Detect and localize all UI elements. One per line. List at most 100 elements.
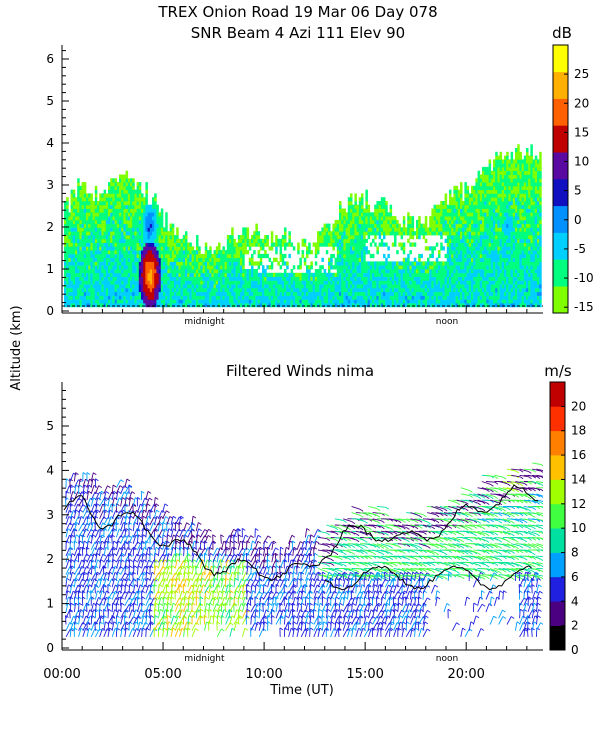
snr-cell — [504, 269, 507, 274]
snr-cell — [90, 253, 93, 259]
snr-cell — [94, 284, 98, 289]
snr-cell — [92, 246, 96, 251]
snr-cell — [475, 185, 478, 190]
snr-cell — [127, 269, 131, 274]
snr-cell — [468, 193, 472, 198]
snr-cell — [345, 303, 349, 308]
snr-cell — [248, 276, 252, 281]
snr-cell — [149, 299, 153, 304]
snr-cell — [446, 246, 450, 251]
snr-cell — [218, 242, 221, 247]
snr-cell — [440, 276, 443, 281]
snr-cell — [512, 208, 516, 213]
snr-cell — [504, 295, 507, 300]
snr-cell — [110, 272, 113, 277]
snr-cell — [341, 265, 344, 270]
snr-cell — [482, 269, 485, 274]
snr-cell — [86, 201, 89, 206]
snr-cell — [325, 235, 329, 240]
snr-cell — [490, 242, 494, 247]
snr-cell — [134, 265, 137, 270]
snr-cell — [152, 238, 155, 243]
snr-cell — [68, 227, 71, 232]
snr-cell — [433, 272, 437, 277]
snr-cell — [380, 269, 384, 274]
snr-cell — [273, 242, 276, 247]
snr-cell — [460, 201, 463, 206]
snr-cell — [119, 182, 122, 187]
snr-cell — [495, 151, 498, 156]
snr-cell — [277, 280, 280, 285]
snr-cell — [268, 303, 272, 308]
snr-cell — [119, 208, 122, 213]
snr-cell — [493, 170, 496, 175]
snr-cell — [97, 201, 100, 206]
snr-cell — [365, 295, 368, 300]
snr-cell — [501, 219, 505, 225]
snr-cell — [189, 276, 192, 281]
snr-cell — [510, 219, 514, 225]
snr-cell — [517, 170, 520, 175]
snr-cell — [253, 272, 256, 277]
snr-cell — [506, 287, 509, 293]
snr-cell — [165, 246, 168, 251]
snr-cell — [440, 201, 443, 206]
snr-cell — [94, 242, 98, 247]
snr-cell — [343, 227, 346, 232]
snr-cell — [121, 178, 124, 183]
snr-cell — [473, 272, 476, 277]
snr-cell — [218, 269, 221, 274]
snr-cell — [233, 287, 236, 293]
snr-cell — [306, 284, 309, 289]
snr-cell — [174, 253, 177, 259]
snr-cell — [209, 253, 212, 259]
snr-cell — [378, 272, 382, 277]
snr-cell — [387, 216, 390, 221]
snr-cell — [389, 204, 393, 209]
snr-cell — [515, 246, 518, 251]
snr-cell — [240, 242, 243, 247]
snr-cell — [479, 178, 483, 183]
snr-cell — [209, 250, 212, 255]
snr-cell — [160, 216, 164, 221]
snr-cell — [405, 257, 408, 262]
snr-cell — [119, 201, 122, 206]
snr-cell — [88, 193, 91, 198]
snr-cell — [275, 235, 278, 240]
snr-cell — [334, 295, 338, 300]
snr-cell — [352, 219, 355, 225]
snr-cell — [167, 231, 170, 236]
snr-cell — [488, 201, 492, 206]
snr-cell — [358, 246, 362, 251]
snr-cell — [251, 291, 254, 296]
snr-cell — [75, 216, 78, 221]
snr-cell — [284, 295, 287, 300]
snr-cell — [343, 257, 346, 262]
snr-cell — [350, 303, 353, 308]
snr-cell — [468, 303, 472, 308]
snr-cell — [224, 299, 228, 304]
snr-cell — [497, 299, 500, 304]
snr-cell — [92, 238, 96, 243]
snr-cell — [182, 246, 186, 251]
snr-cell — [512, 185, 516, 190]
snr-cell — [244, 269, 247, 274]
snr-cell — [66, 269, 69, 274]
snr-cell — [429, 269, 432, 274]
snr-cell — [147, 219, 151, 225]
snr-cell — [473, 204, 476, 209]
snr-cell — [169, 269, 173, 274]
snr-cell — [127, 227, 131, 232]
snr-cell — [508, 242, 511, 247]
snr-cell — [457, 223, 461, 228]
snr-cell — [402, 257, 406, 262]
snr-cell — [281, 238, 285, 243]
snr-cell — [306, 246, 309, 251]
snr-cell — [453, 291, 456, 296]
snr-cell — [110, 242, 113, 247]
snr-cell — [138, 193, 142, 198]
snr-cell — [257, 261, 261, 266]
snr-cell — [471, 208, 474, 213]
snr-cell — [226, 287, 230, 293]
snr-cell — [506, 269, 509, 274]
